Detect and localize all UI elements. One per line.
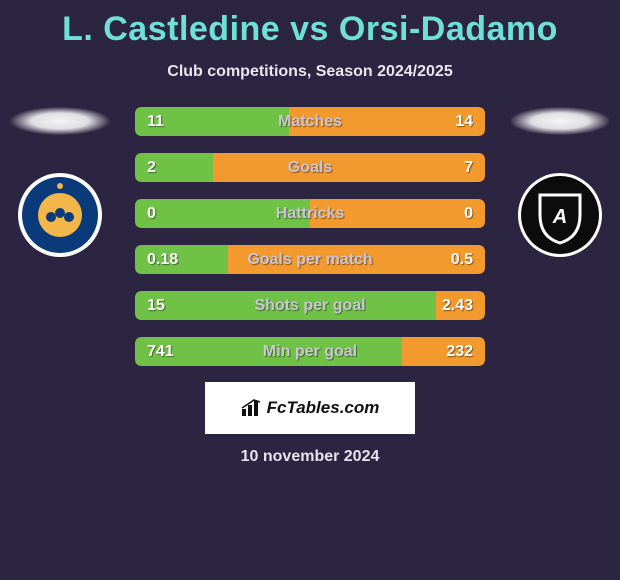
chart-icon <box>241 399 263 417</box>
stat-value-left: 15 <box>147 297 165 315</box>
comparison-area: A 11 Matches 14 2 Goals 7 0 Hattricks 0 0.18 Goals… <box>0 107 620 366</box>
stat-value-left: 0.18 <box>147 251 178 269</box>
stat-value-right: 0.5 <box>451 251 473 269</box>
stat-value-right: 14 <box>455 113 473 131</box>
stats-list: 11 Matches 14 2 Goals 7 0 Hattricks 0 0.18 Goals p… <box>135 107 485 366</box>
stat-value-right: 232 <box>446 343 473 361</box>
shrewsbury-crest-icon <box>16 171 104 259</box>
svg-text:A: A <box>552 206 567 228</box>
stat-row: 2 Goals 7 <box>135 153 485 182</box>
right-player-column: A <box>500 107 620 259</box>
stat-value-left: 11 <box>147 113 164 131</box>
stat-label: Goals <box>288 159 332 177</box>
stat-row: 0.18 Goals per match 0.5 <box>135 245 485 274</box>
stat-value-left: 0 <box>147 205 156 223</box>
left-team-crest <box>16 171 104 259</box>
stat-value-right: 0 <box>464 205 473 223</box>
page-subtitle: Club competitions, Season 2024/2025 <box>0 63 620 81</box>
stat-value-right: 7 <box>464 159 473 177</box>
footer-date: 10 november 2024 <box>0 448 620 466</box>
stat-row: 15 Shots per goal 2.43 <box>135 291 485 320</box>
brand-box: FcTables.com <box>205 382 415 434</box>
brand-text: FcTables.com <box>267 398 380 418</box>
left-player-column <box>0 107 120 259</box>
stat-bar-right <box>213 153 485 182</box>
player-halo-right <box>510 107 610 135</box>
shield-crest-icon: A <box>516 171 604 259</box>
stat-label: Hattricks <box>276 205 344 223</box>
stat-value-right: 2.43 <box>442 297 473 315</box>
stat-row: 11 Matches 14 <box>135 107 485 136</box>
stat-value-left: 741 <box>147 343 174 361</box>
stat-value-left: 2 <box>147 159 156 177</box>
stat-label: Matches <box>278 113 342 131</box>
player-halo-left <box>10 107 110 135</box>
stat-label: Goals per match <box>247 251 372 269</box>
right-team-crest: A <box>516 171 604 259</box>
brand-label: FcTables.com <box>241 398 380 418</box>
stat-label: Min per goal <box>263 343 357 361</box>
stat-row: 741 Min per goal 232 <box>135 337 485 366</box>
page-title: L. Castledine vs Orsi-Dadamo <box>0 0 620 49</box>
stat-row: 0 Hattricks 0 <box>135 199 485 228</box>
stat-label: Shots per goal <box>254 297 365 315</box>
